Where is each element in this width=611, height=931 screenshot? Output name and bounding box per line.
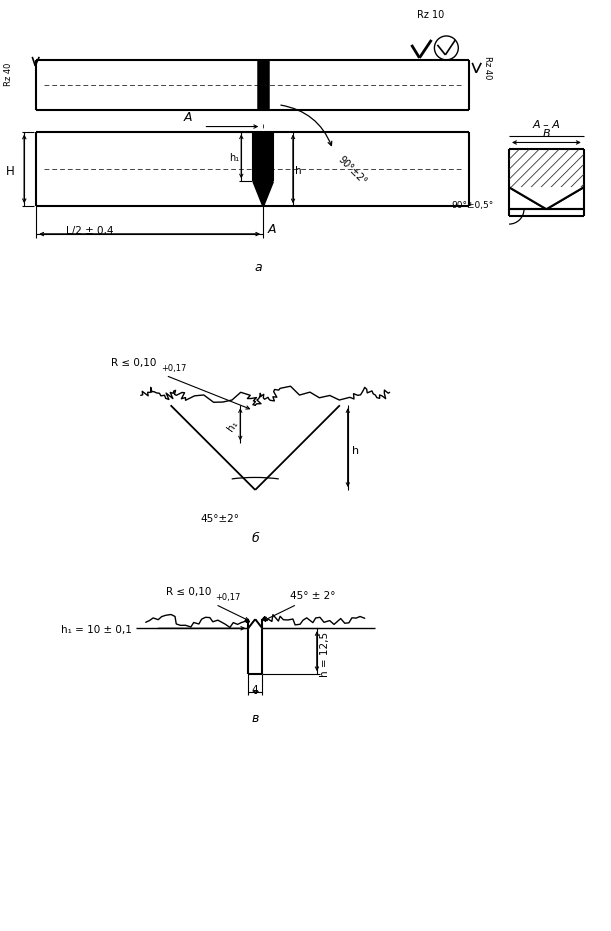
- Text: h₁: h₁: [225, 419, 240, 434]
- Text: h₁ = 10 ± 0,1: h₁ = 10 ± 0,1: [61, 626, 132, 635]
- Text: B: B: [543, 129, 551, 140]
- Polygon shape: [509, 187, 584, 209]
- Text: 4: 4: [252, 685, 258, 695]
- Text: в: в: [252, 712, 259, 725]
- Text: 45°±2°: 45°±2°: [201, 514, 240, 524]
- Text: 45° ± 2°: 45° ± 2°: [290, 591, 335, 601]
- Text: h: h: [352, 446, 359, 455]
- Text: б: б: [251, 532, 259, 545]
- Text: A: A: [183, 111, 192, 124]
- Text: R ≤ 0,10: R ≤ 0,10: [166, 587, 211, 598]
- Text: h = 12,5: h = 12,5: [320, 631, 330, 677]
- Text: +0,17: +0,17: [161, 364, 186, 373]
- Text: A: A: [267, 223, 276, 236]
- Text: L/2 ± 0,4: L/2 ± 0,4: [66, 226, 114, 236]
- Text: R ≤ 0,10: R ≤ 0,10: [111, 358, 156, 369]
- Text: A – A: A – A: [532, 119, 560, 129]
- Text: 90°±0,5°: 90°±0,5°: [452, 201, 494, 209]
- Text: H: H: [5, 166, 14, 179]
- Text: 90°±2°: 90°±2°: [336, 155, 368, 187]
- Text: Rz 10: Rz 10: [417, 10, 445, 20]
- Polygon shape: [248, 619, 262, 628]
- Text: h₁: h₁: [229, 154, 240, 164]
- Polygon shape: [258, 60, 268, 110]
- Text: а: а: [254, 261, 262, 274]
- Polygon shape: [253, 131, 273, 206]
- Text: h: h: [295, 166, 302, 176]
- Text: Rz 40: Rz 40: [4, 62, 13, 87]
- Text: Rz 40: Rz 40: [483, 56, 492, 79]
- Text: +0,17: +0,17: [216, 593, 241, 602]
